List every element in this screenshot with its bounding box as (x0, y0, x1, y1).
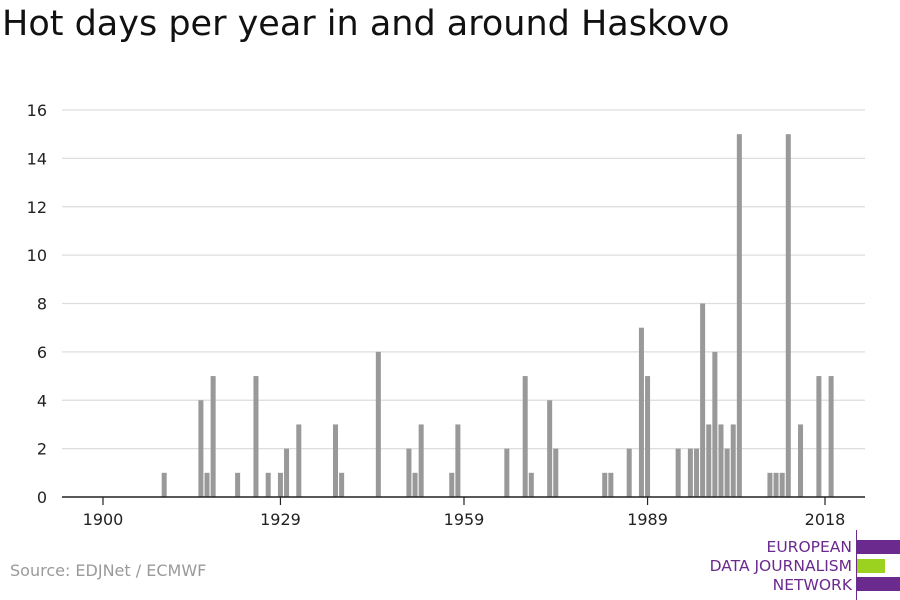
bar (528, 472, 534, 497)
logo-bar-purple-bottom (857, 577, 900, 591)
bar (406, 448, 412, 497)
bar (712, 351, 718, 497)
bar (687, 448, 693, 497)
bar (198, 400, 204, 497)
x-axis-ticks: 1900 1929 1959 1989 2018 (83, 497, 846, 529)
y-tick-label: 6 (37, 343, 47, 362)
bar (798, 424, 804, 497)
bar (706, 424, 712, 497)
bar (277, 472, 283, 497)
bar (553, 448, 559, 497)
y-tick-label: 8 (37, 295, 47, 314)
bar (265, 472, 271, 497)
bar (608, 472, 614, 497)
logo-bar-purple-top (857, 540, 900, 554)
logo-line-3: NETWORK (772, 576, 852, 594)
bar (730, 424, 736, 497)
bar (700, 303, 706, 497)
bar (718, 424, 724, 497)
x-tick-label: 1989 (627, 510, 668, 529)
bar (547, 400, 553, 497)
bar (204, 472, 210, 497)
y-tick-label: 4 (37, 391, 47, 410)
bar (779, 472, 785, 497)
y-tick-label: 2 (37, 440, 47, 459)
x-tick-label: 2018 (805, 510, 846, 529)
y-tick-label: 12 (27, 198, 47, 217)
bar (522, 376, 528, 497)
bar (504, 448, 510, 497)
logo-divider (856, 530, 857, 600)
bar (724, 448, 730, 497)
x-tick-label: 1959 (444, 510, 485, 529)
source-note: Source: EDJNet / ECMWF (10, 561, 207, 580)
bar (339, 472, 345, 497)
bar (645, 376, 651, 497)
bar (449, 472, 455, 497)
edjnet-logo: EUROPEAN DATA JOURNALISM NETWORK (700, 530, 900, 600)
bar (693, 448, 700, 497)
bar (375, 351, 381, 497)
bar (816, 376, 822, 497)
x-tick-label: 1929 (260, 510, 301, 529)
bar (210, 376, 216, 497)
bar (767, 472, 773, 497)
y-axis-ticks: 0 2 4 6 8 10 12 14 16 (27, 101, 47, 507)
gridlines (62, 109, 865, 450)
bar (785, 134, 791, 497)
bar (773, 472, 779, 497)
bar (626, 448, 632, 497)
logo-line-2: DATA JOURNALISM (709, 557, 852, 575)
bar (736, 134, 742, 497)
bar (675, 448, 681, 497)
y-tick-label: 10 (27, 246, 47, 265)
bar (828, 376, 834, 497)
bar (296, 424, 302, 497)
bars (161, 134, 834, 497)
x-tick-label: 1900 (83, 510, 124, 529)
bar (412, 472, 418, 497)
bar (253, 376, 259, 497)
bar (284, 448, 290, 497)
y-tick-label: 14 (27, 149, 47, 168)
logo-line-1: EUROPEAN (766, 538, 852, 556)
bar (602, 472, 608, 497)
bar (455, 424, 461, 497)
bar (161, 472, 167, 497)
logo-bar-green (857, 559, 885, 573)
bar (418, 424, 424, 497)
y-tick-label: 0 (37, 488, 47, 507)
bar (332, 424, 339, 497)
chart-title: Hot days per year in and around Haskovo (2, 4, 730, 44)
bar (235, 472, 241, 497)
bar (638, 327, 644, 497)
y-tick-label: 16 (27, 101, 47, 120)
